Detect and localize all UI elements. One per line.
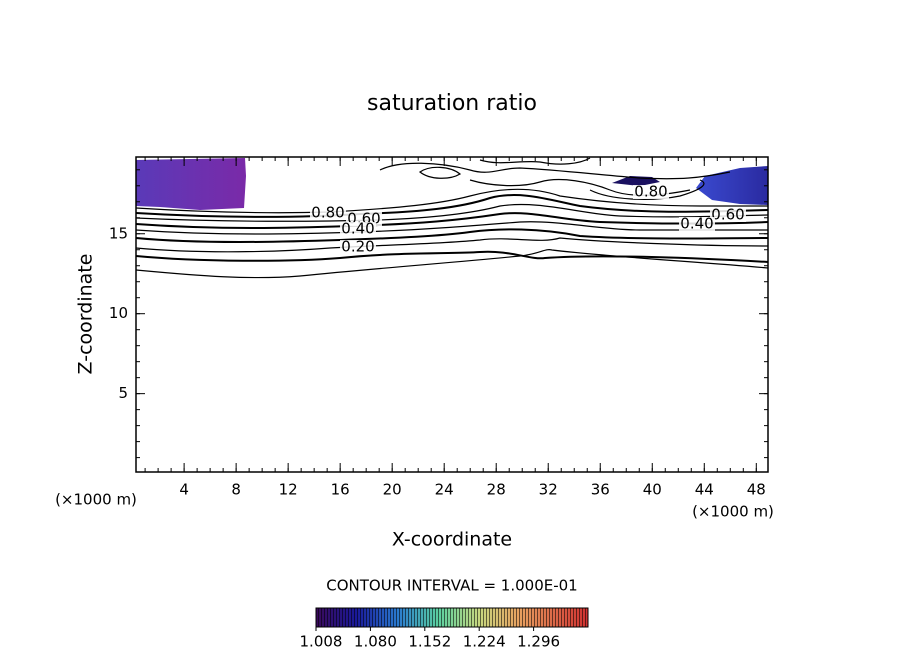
x-tick-label: 16 — [331, 481, 350, 499]
contour-label: 0.60 — [711, 206, 744, 224]
x-tick-label: 48 — [747, 481, 766, 499]
y-tick-label: 5 — [118, 384, 128, 402]
contour-label: 0.80 — [311, 204, 344, 222]
contour-label: 0.40 — [680, 215, 713, 233]
x-tick-label: 4 — [179, 481, 189, 499]
y-tick-label: 15 — [109, 224, 128, 242]
colorbar-tick-label: 1.224 — [463, 633, 506, 651]
x-tick-label: 8 — [231, 481, 241, 499]
contour-label: 0.20 — [341, 238, 374, 256]
x-axis-label: X-coordinate — [392, 529, 512, 551]
x-tick-label: 44 — [695, 481, 714, 499]
plot-frame — [135, 156, 769, 473]
contour-label-bg — [310, 206, 346, 220]
x-tick-label: 20 — [383, 481, 402, 499]
y-tick-label: 10 — [109, 304, 128, 322]
colorbar-tick-label: 1.080 — [354, 633, 397, 651]
colorbar-frame — [315, 607, 589, 628]
x-unit-label: (×1000 m) — [692, 503, 774, 521]
y-unit-label: (×1000 m) — [55, 491, 137, 509]
contour-label-bg — [340, 222, 376, 236]
chart-title: saturation ratio — [367, 91, 537, 116]
contour-label-bg — [679, 217, 715, 231]
x-tick-label: 12 — [279, 481, 298, 499]
x-tick-label: 40 — [643, 481, 662, 499]
contour-interval: CONTOUR INTERVAL = 1.000E-01 — [326, 577, 577, 595]
x-tick-label: 36 — [591, 481, 610, 499]
x-tick-label: 24 — [435, 481, 454, 499]
filled-region — [136, 158, 246, 210]
colorbar-tick-label: 1.008 — [300, 633, 343, 651]
colorbar-stripes — [316, 608, 588, 627]
contour-label-bg — [340, 240, 376, 254]
contour-label: 0.40 — [341, 220, 374, 238]
colorbar-tick-label: 1.152 — [408, 633, 451, 651]
x-tick-label: 32 — [539, 481, 558, 499]
x-tick-label: 28 — [487, 481, 506, 499]
y-axis-label: Z-coordinate — [75, 254, 97, 375]
colorbar-tick-label: 1.296 — [517, 633, 560, 651]
filled-region — [696, 166, 768, 205]
contour-label-bg — [710, 208, 746, 222]
contour-label: 0.80 — [634, 183, 667, 201]
contour-label-bg — [633, 185, 669, 199]
